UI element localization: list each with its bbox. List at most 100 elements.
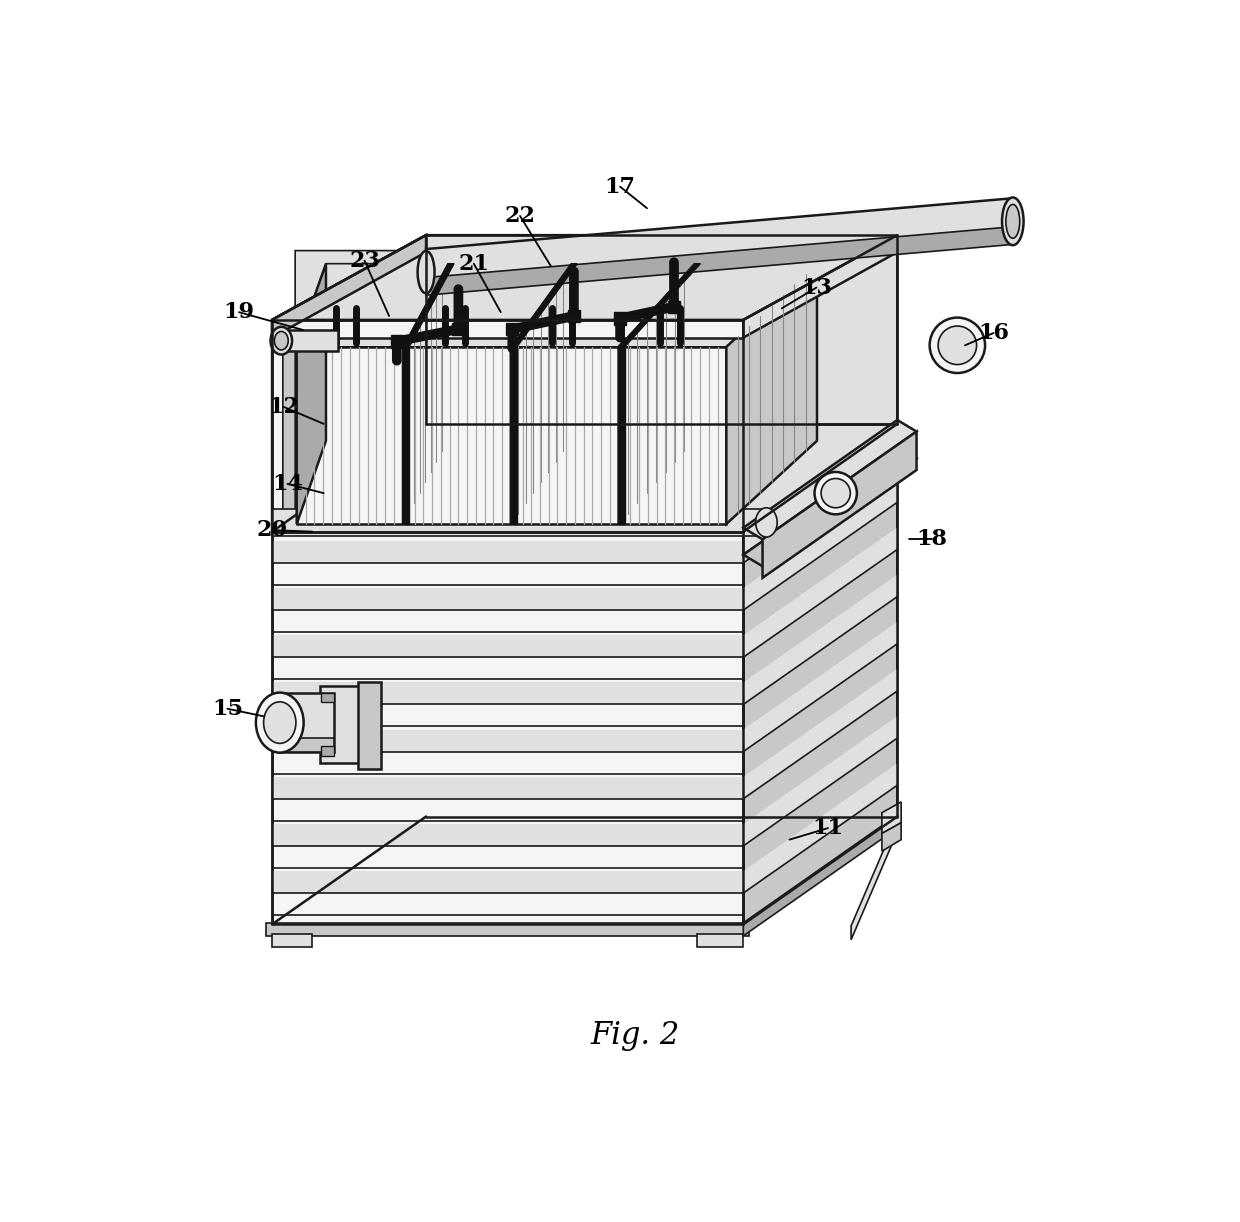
Polygon shape xyxy=(619,347,624,524)
Polygon shape xyxy=(743,433,898,563)
Polygon shape xyxy=(272,320,743,337)
Polygon shape xyxy=(513,347,619,524)
Ellipse shape xyxy=(255,693,304,753)
Polygon shape xyxy=(321,693,334,701)
Polygon shape xyxy=(272,508,766,536)
Polygon shape xyxy=(743,668,898,799)
Polygon shape xyxy=(882,822,901,852)
Text: 11: 11 xyxy=(812,818,843,840)
Ellipse shape xyxy=(274,331,288,349)
Polygon shape xyxy=(272,934,312,947)
Polygon shape xyxy=(272,320,743,532)
Polygon shape xyxy=(511,347,517,524)
Polygon shape xyxy=(272,424,898,532)
Polygon shape xyxy=(272,235,427,532)
Polygon shape xyxy=(272,635,743,657)
Polygon shape xyxy=(743,235,898,532)
Polygon shape xyxy=(619,347,625,524)
Text: 19: 19 xyxy=(223,301,254,323)
Polygon shape xyxy=(403,264,448,524)
Polygon shape xyxy=(763,431,916,578)
Text: 22: 22 xyxy=(505,205,536,227)
Polygon shape xyxy=(619,264,701,347)
Polygon shape xyxy=(743,480,898,610)
Polygon shape xyxy=(743,622,898,752)
Ellipse shape xyxy=(930,318,985,373)
Polygon shape xyxy=(405,264,570,347)
Polygon shape xyxy=(358,682,382,769)
Bar xyxy=(614,312,626,325)
Ellipse shape xyxy=(755,508,777,536)
Polygon shape xyxy=(280,693,334,752)
Polygon shape xyxy=(272,730,743,752)
Polygon shape xyxy=(272,777,743,799)
Bar xyxy=(391,335,403,347)
Ellipse shape xyxy=(821,479,851,508)
Polygon shape xyxy=(427,198,1013,287)
Polygon shape xyxy=(511,264,577,347)
Polygon shape xyxy=(403,264,454,347)
Polygon shape xyxy=(272,871,743,893)
Polygon shape xyxy=(743,424,898,555)
Polygon shape xyxy=(296,264,448,347)
Polygon shape xyxy=(743,420,916,539)
Ellipse shape xyxy=(1002,198,1023,246)
Polygon shape xyxy=(882,802,901,833)
Text: 14: 14 xyxy=(272,473,303,495)
Polygon shape xyxy=(283,331,732,528)
Text: 23: 23 xyxy=(348,249,379,271)
Bar xyxy=(668,301,681,313)
Polygon shape xyxy=(697,934,743,947)
Polygon shape xyxy=(403,347,409,524)
Text: 20: 20 xyxy=(257,519,288,541)
Text: 17: 17 xyxy=(605,176,636,198)
Polygon shape xyxy=(743,574,898,704)
Polygon shape xyxy=(621,264,817,347)
Ellipse shape xyxy=(815,472,857,514)
Polygon shape xyxy=(727,264,817,524)
Polygon shape xyxy=(272,235,898,320)
Polygon shape xyxy=(743,528,898,657)
Polygon shape xyxy=(281,330,337,352)
Text: 12: 12 xyxy=(268,396,299,418)
Text: 18: 18 xyxy=(916,528,947,550)
Polygon shape xyxy=(295,251,874,524)
Ellipse shape xyxy=(939,326,977,364)
Polygon shape xyxy=(512,264,577,347)
Text: 13: 13 xyxy=(801,276,832,298)
Bar xyxy=(453,323,465,335)
Ellipse shape xyxy=(270,326,293,354)
Polygon shape xyxy=(512,347,516,524)
Polygon shape xyxy=(404,347,408,524)
Polygon shape xyxy=(743,815,898,936)
Polygon shape xyxy=(619,264,694,524)
Polygon shape xyxy=(320,686,362,763)
Polygon shape xyxy=(283,325,295,528)
Polygon shape xyxy=(272,235,427,337)
Polygon shape xyxy=(511,264,570,524)
Polygon shape xyxy=(272,588,743,610)
Polygon shape xyxy=(405,347,511,524)
Polygon shape xyxy=(743,764,898,893)
Polygon shape xyxy=(280,738,334,752)
Polygon shape xyxy=(743,424,898,924)
Polygon shape xyxy=(272,235,898,320)
Ellipse shape xyxy=(418,251,434,293)
Polygon shape xyxy=(404,264,454,347)
Bar xyxy=(568,310,580,323)
Polygon shape xyxy=(321,747,334,755)
Polygon shape xyxy=(272,532,743,924)
Polygon shape xyxy=(851,818,898,940)
Polygon shape xyxy=(743,447,916,566)
Polygon shape xyxy=(272,541,743,563)
Text: 15: 15 xyxy=(212,698,243,720)
Text: Fig. 2: Fig. 2 xyxy=(591,1020,680,1051)
Polygon shape xyxy=(743,716,898,846)
Polygon shape xyxy=(265,923,749,936)
Ellipse shape xyxy=(264,701,296,743)
Polygon shape xyxy=(296,347,403,524)
Polygon shape xyxy=(272,824,743,846)
Polygon shape xyxy=(621,347,727,524)
Polygon shape xyxy=(272,682,743,704)
Bar xyxy=(506,323,518,335)
